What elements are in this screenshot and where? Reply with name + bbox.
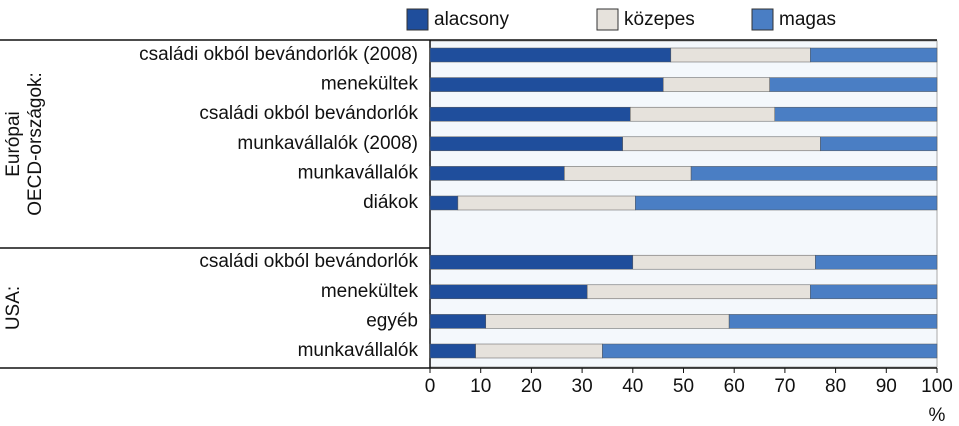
bar-segment bbox=[602, 343, 938, 359]
legend-label: magas bbox=[779, 9, 836, 30]
bar-segment bbox=[564, 166, 692, 181]
bar-segment bbox=[820, 136, 938, 152]
bar-segment bbox=[429, 77, 664, 92]
bar-segment bbox=[774, 106, 938, 122]
category-label: családi okból bevándorlók bbox=[199, 251, 418, 272]
category-label: munkavállalók (2008) bbox=[237, 133, 418, 154]
x-tick-label: 40 bbox=[622, 376, 643, 397]
legend-swatch bbox=[406, 8, 429, 31]
category-label: diákok bbox=[363, 192, 418, 213]
category-label: családi okból bevándorlók bbox=[199, 103, 418, 124]
bar-segment bbox=[429, 47, 672, 63]
x-tick-label: 20 bbox=[521, 376, 542, 397]
x-tick-label: 80 bbox=[825, 376, 846, 397]
legend-swatch bbox=[596, 8, 619, 31]
bar-segment bbox=[429, 343, 476, 359]
bar-segment bbox=[429, 254, 634, 270]
bar-segment bbox=[485, 314, 730, 329]
category-label: családi okból bevándorlók (2008) bbox=[139, 44, 418, 65]
bar-segment bbox=[622, 136, 821, 152]
bar-segment bbox=[457, 195, 636, 211]
x-tick-label: 70 bbox=[774, 376, 795, 397]
category-label: munkavállalók bbox=[298, 162, 419, 183]
category-label: menekültek bbox=[321, 281, 419, 302]
x-tick-label: 90 bbox=[876, 376, 897, 397]
x-tick-label: 100 bbox=[921, 376, 953, 397]
category-label: menekültek bbox=[321, 74, 419, 95]
legend-swatch bbox=[751, 8, 774, 31]
group-label: USA: bbox=[3, 286, 24, 330]
x-tick-label: 30 bbox=[572, 376, 593, 397]
x-tick-label: 10 bbox=[470, 376, 491, 397]
category-label: egyéb bbox=[366, 310, 418, 331]
legend-label: alacsony bbox=[434, 9, 509, 30]
group-label: OECD-országok: bbox=[25, 72, 46, 216]
bar-segment bbox=[630, 106, 776, 122]
bar-segment bbox=[429, 106, 631, 122]
bar-segment bbox=[429, 195, 459, 211]
bar-segment bbox=[475, 343, 603, 359]
group-label: Európai bbox=[3, 111, 24, 177]
bar-segment bbox=[810, 47, 938, 63]
bar-segment bbox=[810, 284, 938, 300]
bar-segment bbox=[429, 136, 623, 152]
bar-segment bbox=[670, 47, 811, 63]
x-tick-label: 60 bbox=[724, 376, 745, 397]
category-label: munkavállalók bbox=[298, 340, 419, 361]
x-axis-label: % bbox=[929, 405, 946, 426]
bar-segment bbox=[632, 254, 816, 270]
bar-segment bbox=[769, 77, 938, 92]
bar-segment bbox=[429, 284, 588, 300]
bar-segment bbox=[662, 77, 770, 92]
bar-segment bbox=[635, 195, 938, 211]
x-tick-label: 50 bbox=[673, 376, 694, 397]
x-tick-label: 0 bbox=[425, 376, 436, 397]
bar-segment bbox=[690, 166, 938, 181]
bar-segment bbox=[429, 314, 487, 329]
bar-segment bbox=[429, 166, 565, 181]
bar-segment bbox=[728, 314, 938, 329]
legend-label: közepes bbox=[624, 9, 695, 30]
bar-segment bbox=[815, 254, 938, 270]
bar-segment bbox=[586, 284, 811, 300]
